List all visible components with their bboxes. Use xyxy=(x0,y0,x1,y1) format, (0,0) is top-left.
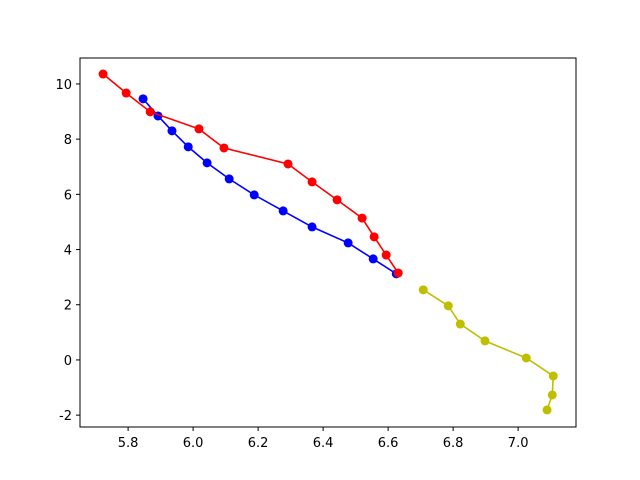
point xyxy=(393,268,403,278)
point xyxy=(480,336,490,346)
y-tick-label: 6 xyxy=(64,188,72,203)
point xyxy=(368,254,378,264)
x-tick-label: 6.4 xyxy=(313,436,334,451)
point xyxy=(249,190,259,200)
point xyxy=(521,353,531,363)
x-tick-label: 5.8 xyxy=(118,436,139,451)
point xyxy=(542,405,552,415)
point xyxy=(98,69,108,79)
point xyxy=(369,232,379,242)
point xyxy=(145,107,155,117)
point xyxy=(219,143,229,153)
plot-frame xyxy=(79,57,577,428)
point xyxy=(357,213,367,223)
x-tick-label: 7.0 xyxy=(508,436,529,451)
y-tick-label: 10 xyxy=(55,78,72,93)
point xyxy=(343,238,353,248)
point xyxy=(167,126,177,136)
point xyxy=(224,174,234,184)
point xyxy=(183,142,193,152)
point xyxy=(278,206,288,216)
point xyxy=(547,390,557,400)
point xyxy=(418,285,428,295)
point xyxy=(332,195,342,205)
point xyxy=(121,88,131,98)
point xyxy=(138,94,148,104)
x-tick-label: 6.0 xyxy=(183,436,204,451)
point xyxy=(307,177,317,187)
y-tick-label: 0 xyxy=(64,354,72,369)
point xyxy=(381,250,391,260)
point xyxy=(194,124,204,134)
x-tick-label: 6.2 xyxy=(248,436,269,451)
point xyxy=(202,158,212,168)
point xyxy=(455,319,465,329)
x-tick-label: 6.8 xyxy=(443,436,464,451)
y-tick-label: -2 xyxy=(59,409,72,424)
point xyxy=(283,159,293,169)
y-tick-label: 2 xyxy=(64,299,72,314)
x-tick-label: 6.6 xyxy=(378,436,399,451)
point xyxy=(443,301,453,311)
point xyxy=(548,371,558,381)
y-tick-label: 4 xyxy=(64,244,72,259)
point xyxy=(307,222,317,232)
y-tick-label: 8 xyxy=(64,133,72,148)
